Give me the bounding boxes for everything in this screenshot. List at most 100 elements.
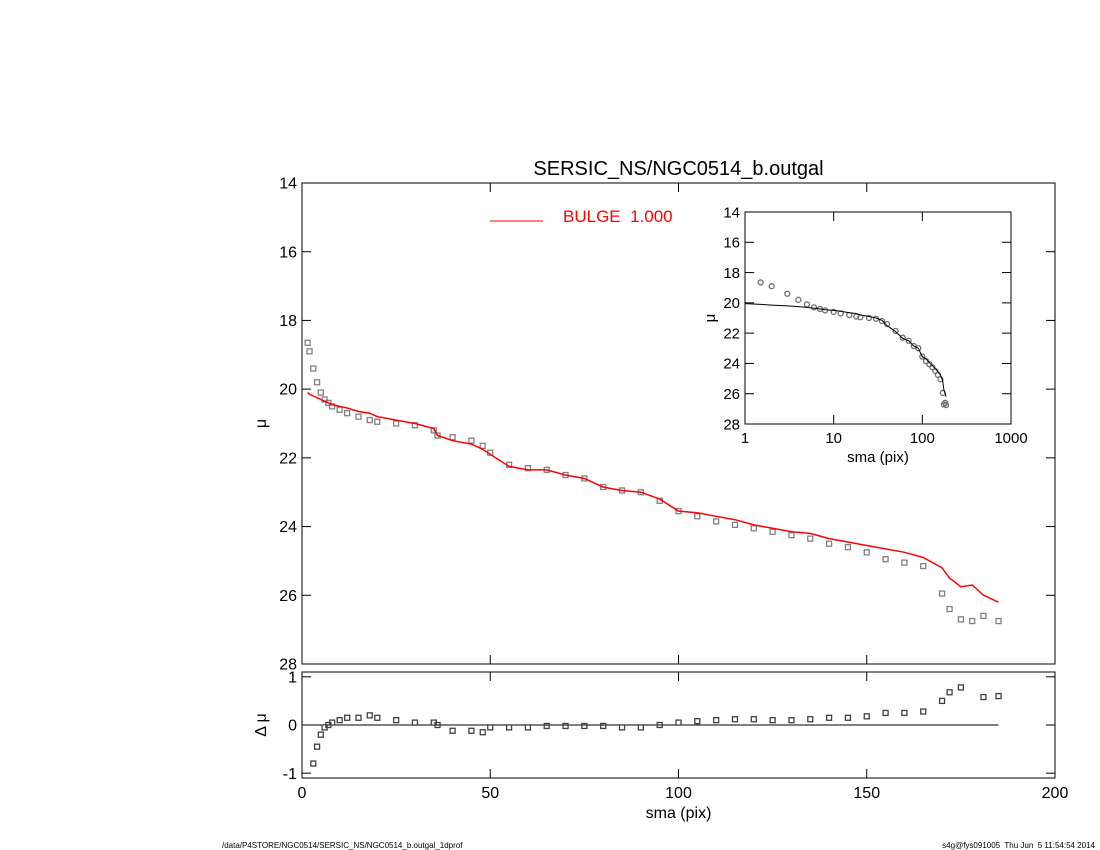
- data-point: [807, 716, 814, 723]
- y-tick-label: 0: [288, 718, 297, 735]
- data-point: [468, 727, 475, 734]
- data-point: [750, 525, 757, 532]
- data-point: [757, 279, 764, 286]
- data-point: [938, 697, 946, 705]
- data-point: [392, 420, 400, 427]
- data-point: [355, 413, 362, 420]
- data-point: [392, 717, 400, 724]
- data-point: [317, 731, 324, 738]
- data-point: [313, 743, 321, 750]
- footer-right: s4g@fys091005 Thu Jun 5 11:54:54 2014: [942, 841, 1095, 850]
- data-point: [543, 722, 550, 730]
- data-point: [788, 532, 795, 539]
- data-point: [980, 612, 987, 620]
- data-point: [449, 727, 456, 734]
- data-point: [581, 722, 588, 730]
- data-point: [524, 465, 532, 472]
- y-tick-label: 28: [279, 657, 297, 674]
- data-point: [810, 304, 818, 311]
- data-point: [344, 410, 351, 417]
- data-point: [863, 549, 870, 556]
- data-point: [882, 709, 889, 717]
- data-point: [769, 528, 776, 535]
- data-point: [937, 376, 944, 383]
- data-point: [449, 434, 456, 441]
- data-point: [821, 307, 829, 314]
- data-point: [336, 406, 343, 413]
- data-point: [980, 693, 987, 701]
- x-tick-label: 100: [665, 785, 692, 802]
- data-point: [310, 760, 317, 767]
- data-point: [865, 314, 873, 322]
- data-point: [411, 719, 419, 726]
- data-point: [325, 399, 332, 407]
- data-point: [807, 535, 814, 542]
- y-axis-label: μ: [702, 314, 719, 323]
- y-tick-label: 14: [723, 204, 740, 221]
- data-point: [374, 714, 381, 721]
- data-point: [694, 513, 701, 520]
- data-point: [844, 714, 852, 721]
- x-tick-label: 150: [853, 785, 880, 802]
- data-point: [328, 719, 336, 726]
- data-point: [600, 722, 607, 730]
- data-point: [505, 724, 513, 731]
- data-point: [562, 722, 569, 730]
- data-point: [995, 617, 1002, 625]
- data-point: [825, 540, 833, 547]
- x-tick-label: 100: [910, 430, 935, 447]
- y-tick-label: 22: [279, 450, 297, 467]
- data-point: [656, 721, 663, 729]
- data-point: [938, 590, 946, 597]
- data-point: [795, 296, 802, 303]
- footer-left: /data/P4STORE/NGC0514/SERSIC_NS/NGC0514_…: [222, 841, 463, 850]
- data-point: [468, 437, 475, 444]
- data-point: [524, 724, 532, 731]
- y-tick-label: 14: [279, 176, 297, 193]
- model-line: [745, 303, 947, 397]
- data-point: [919, 353, 926, 360]
- data-point: [434, 721, 441, 729]
- data-point: [768, 283, 775, 290]
- y-tick-label: 20: [279, 382, 297, 399]
- data-point: [946, 689, 953, 696]
- data-point: [713, 717, 720, 724]
- data-point: [750, 716, 757, 723]
- x-tick-label: 10: [825, 430, 842, 447]
- data-point: [366, 416, 373, 424]
- chart-title: SERSIC_NS/NGC0514_b.outgal: [533, 158, 823, 180]
- y-tick-label: 1: [288, 669, 297, 686]
- data-point: [899, 334, 906, 341]
- data-point: [713, 518, 720, 525]
- y-tick-label: 26: [279, 588, 297, 605]
- data-point: [479, 442, 486, 449]
- data-point: [411, 422, 419, 429]
- x-tick-label: 1000: [994, 430, 1027, 447]
- data-point: [675, 719, 682, 726]
- y-tick-label: 28: [723, 416, 740, 433]
- data-point: [430, 427, 437, 434]
- data-point: [731, 521, 739, 529]
- plot-frame: [744, 211, 1012, 425]
- y-axis-label: Δ μ: [253, 713, 270, 736]
- data-point: [310, 365, 317, 372]
- data-point: [304, 339, 311, 346]
- y-tick-label: 24: [723, 356, 740, 373]
- data-point: [313, 379, 321, 386]
- data-point: [306, 348, 313, 355]
- y-tick-label: 18: [279, 313, 297, 330]
- data-point: [637, 724, 644, 731]
- x-axis-label: sma (pix): [847, 449, 909, 466]
- y-tick-label: 16: [279, 244, 297, 261]
- data-point: [863, 713, 870, 720]
- data-point: [995, 692, 1002, 700]
- y-axis-label: μ: [253, 419, 270, 428]
- data-point: [969, 617, 976, 625]
- data-point: [901, 559, 908, 566]
- data-point: [374, 418, 381, 425]
- data-point: [803, 301, 811, 308]
- data-point: [905, 337, 912, 344]
- data-point: [434, 432, 441, 439]
- y-tick-label: 26: [723, 386, 740, 403]
